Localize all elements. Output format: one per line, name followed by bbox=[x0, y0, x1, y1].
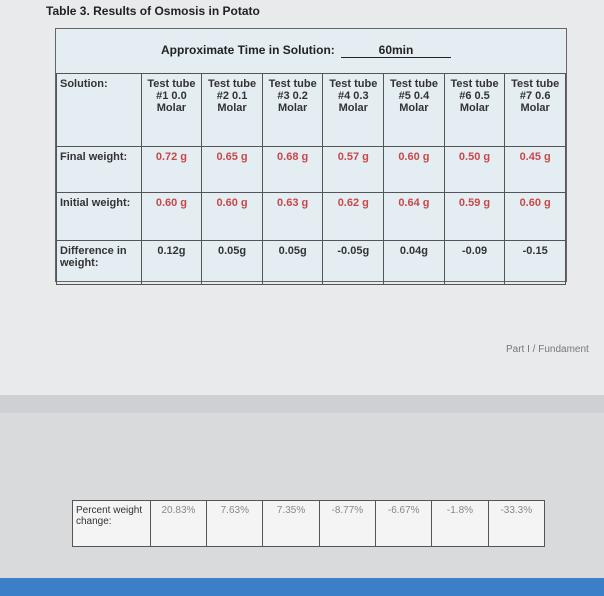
cell: 0.68 g bbox=[261, 146, 324, 193]
cell: 0.63 g bbox=[261, 192, 324, 241]
title: Table 3. Results of Osmosis in Potato bbox=[46, 4, 260, 18]
time-value: 60min bbox=[341, 43, 451, 58]
row-label: Initial weight: bbox=[56, 192, 142, 241]
percent-table: Percent weight change: 20.83% 7.63% 7.35% -8… bbox=[72, 500, 546, 547]
cell: 0.50 g bbox=[443, 146, 506, 193]
cell: 0.64 g bbox=[383, 192, 445, 241]
cell: Test tube #7 0.6 Molar bbox=[504, 73, 566, 147]
cell: -8.77% bbox=[318, 500, 377, 547]
results-table: Approximate Time in Solution: 60min Solu… bbox=[55, 28, 567, 285]
cell: 0.60 g bbox=[383, 146, 445, 193]
cell: 0.05g bbox=[261, 240, 324, 285]
cell: -33.3% bbox=[487, 500, 546, 547]
cell: -0.05g bbox=[322, 240, 385, 285]
cell: 0.60 g bbox=[201, 192, 263, 241]
cell: 0.60 g bbox=[504, 192, 566, 241]
cell: 0.12g bbox=[140, 240, 203, 285]
side-note: Part I / Fundament bbox=[506, 344, 589, 355]
cell: 0.45 g bbox=[504, 146, 566, 193]
grid: Solution: Test tube #1 0.0 Molar Test tube… bbox=[56, 73, 566, 285]
cell: Test tube #2 0.1 Molar bbox=[201, 73, 263, 147]
cell: 0.62 g bbox=[322, 192, 385, 241]
cell: -0.09 bbox=[443, 240, 506, 285]
cell: 0.57 g bbox=[322, 146, 385, 193]
row-label: Solution: bbox=[56, 73, 142, 147]
cell: Test tube #6 0.5 Molar bbox=[443, 73, 506, 147]
taskbar bbox=[0, 578, 604, 596]
document: Table 3. Results of Osmosis in Potato Ap… bbox=[0, 0, 604, 395]
cell: Test tube #3 0.2 Molar bbox=[261, 73, 324, 147]
cell: 7.35% bbox=[262, 500, 320, 547]
cell: -1.8% bbox=[431, 500, 489, 547]
cell: Test tube #1 0.0 Molar bbox=[140, 73, 203, 147]
cell: 0.65 g bbox=[201, 146, 263, 193]
row-label: Difference in weight: bbox=[56, 240, 142, 285]
cell: 7.63% bbox=[206, 500, 264, 547]
row-label: Final weight: bbox=[56, 146, 142, 193]
cell: 0.72 g bbox=[140, 146, 203, 193]
cell: 0.60 g bbox=[140, 192, 203, 241]
cell: 20.83% bbox=[149, 500, 208, 547]
cell: 0.59 g bbox=[443, 192, 506, 241]
cell: Test tube #5 0.4 Molar bbox=[383, 73, 445, 147]
cell: -0.15 bbox=[504, 240, 566, 285]
data-row: Final weight: 0.72 g 0.65 g 0.68 g 0.57 g 0.6… bbox=[56, 146, 566, 193]
header-row: Solution: Test tube #1 0.0 Molar Test tube… bbox=[56, 73, 566, 147]
data-row: Difference in weight: 0.12g 0.05g 0.05g -0.0… bbox=[56, 240, 566, 285]
time-label: Approximate Time in Solution: bbox=[161, 43, 335, 57]
cell: 0.04g bbox=[383, 240, 445, 285]
cell: -6.67% bbox=[375, 500, 433, 547]
cell: Test tube #4 0.3 Molar bbox=[322, 73, 385, 147]
row-label: Percent weight change: bbox=[72, 500, 151, 547]
percent-row: Percent weight change: 20.83% 7.63% 7.35% -8… bbox=[72, 500, 546, 547]
cell: 0.05g bbox=[201, 240, 263, 285]
divider bbox=[0, 395, 604, 413]
